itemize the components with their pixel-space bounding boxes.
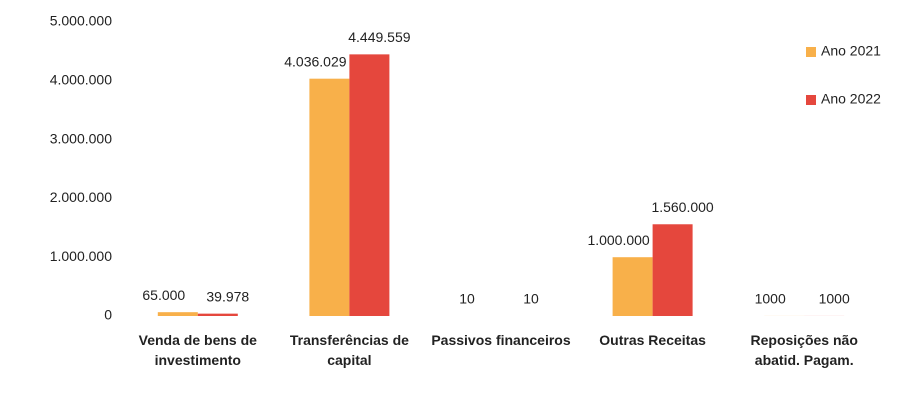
x-tick-label: Venda de bens de investimento: [138, 332, 257, 368]
data-label: 4.449.559: [348, 29, 410, 45]
bar: [349, 54, 390, 316]
x-tick-label: Passivos financeiros: [431, 332, 571, 348]
data-label: 1.560.000: [651, 199, 713, 215]
bar: [612, 257, 653, 316]
legend-label: Ano 2022: [821, 91, 881, 107]
legend-swatch: [806, 47, 816, 57]
data-label: 10: [459, 291, 475, 307]
y-tick-label: 5.000.000: [50, 13, 112, 29]
bar: [652, 224, 693, 316]
y-tick-label: 3.000.000: [50, 130, 112, 146]
data-label: 10: [523, 291, 539, 307]
legend-label: Ano 2021: [821, 43, 881, 59]
x-tick-label: Transferências de capital: [289, 332, 409, 368]
data-label: 1000: [819, 291, 850, 307]
x-tick-label: Outras Receitas: [599, 332, 706, 348]
bar: [197, 313, 238, 316]
y-tick-label: 4.000.000: [50, 72, 112, 88]
legend-swatch: [806, 95, 816, 105]
data-label: 39.978: [206, 288, 249, 304]
bar: [309, 78, 350, 317]
bar: [157, 312, 198, 316]
data-label: 65.000: [142, 287, 185, 303]
data-label: 1000: [755, 291, 786, 307]
y-tick-label: 0: [104, 307, 112, 323]
y-tick-label: 2.000.000: [50, 189, 112, 205]
data-label: 1.000.000: [587, 232, 649, 248]
data-label: 4.036.029: [284, 53, 346, 69]
y-tick-label: 1.000.000: [50, 248, 112, 264]
x-tick-label: Reposições não abatid. Pagam.: [750, 332, 858, 368]
